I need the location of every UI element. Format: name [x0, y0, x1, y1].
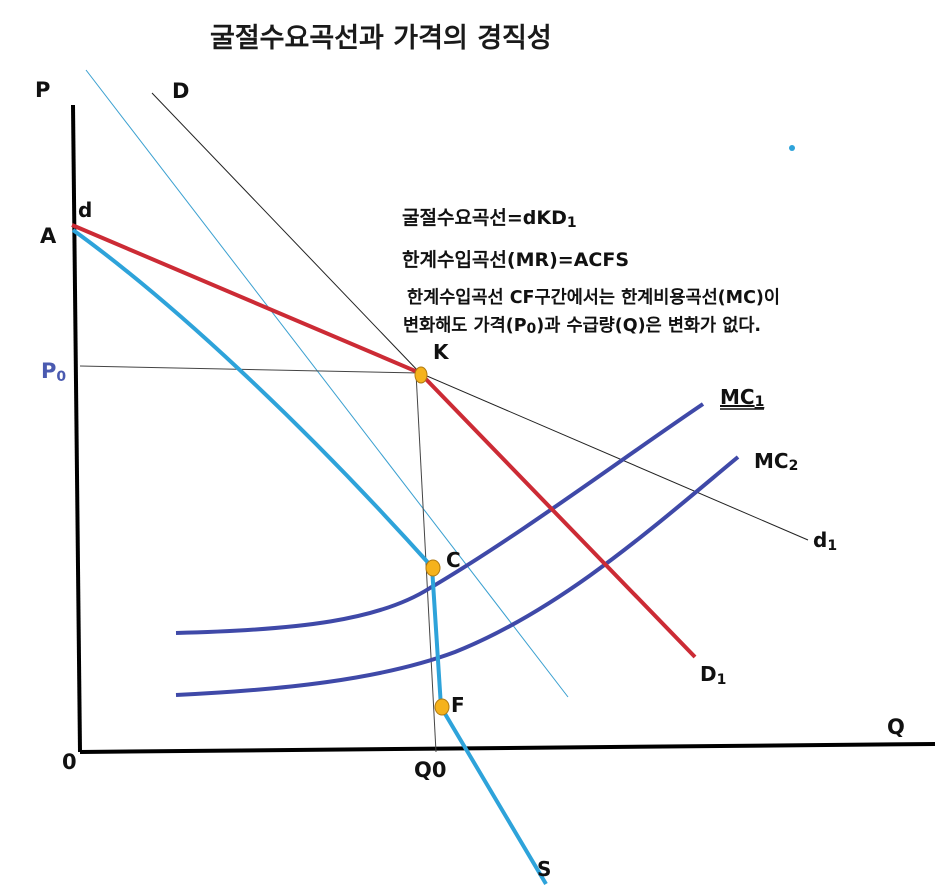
label-F: F: [451, 693, 465, 717]
point-K: [414, 366, 428, 384]
point-C: [425, 559, 441, 577]
label-D: D: [172, 79, 189, 103]
marginal-revenue-curve: [71, 228, 548, 886]
label-S: S: [537, 857, 551, 881]
demand-line-D-upper: [151, 92, 421, 374]
mc1-curve: [175, 402, 705, 635]
label-MC2: MC2: [754, 449, 798, 474]
note-explanation-line1: 한계수입곡선 CF구간에서는 한계비용곡선(MC)이: [407, 287, 780, 308]
point-F: [434, 698, 450, 716]
note-kinked-demand: 굴절수요곡선=dKD1: [402, 207, 577, 231]
y-axis-label: P: [35, 78, 50, 102]
stray-dot: [789, 145, 795, 151]
label-d1: d1: [813, 528, 837, 554]
origin-label: 0: [62, 750, 77, 774]
label-MC1: MC1: [720, 385, 764, 410]
x-axis: [79, 742, 936, 754]
label-D1: D1: [700, 662, 726, 688]
note-explanation-line2: 변화해도 가격(P0)과 수급량(Q)은 변화가 없다.: [403, 316, 761, 337]
x-axis-label: Q: [887, 715, 905, 739]
demand-line-d1-lower: [419, 372, 809, 541]
diagram-title: 굴절수요곡선과 가격의 경직성: [210, 23, 552, 54]
label-A: A: [40, 224, 57, 248]
label-Q0: Q0: [414, 758, 446, 782]
p0-guide-line: [79, 365, 421, 374]
label-C: C: [446, 548, 461, 572]
y-axis: [71, 104, 82, 753]
mc2-curve: [175, 455, 740, 697]
thin-blue-line: [85, 69, 569, 698]
note-marginal-revenue: 한계수입곡선(MR)=ACFS: [402, 249, 629, 271]
label-d: d: [78, 198, 92, 222]
label-P0: P0: [41, 359, 66, 385]
label-K: K: [433, 340, 450, 364]
